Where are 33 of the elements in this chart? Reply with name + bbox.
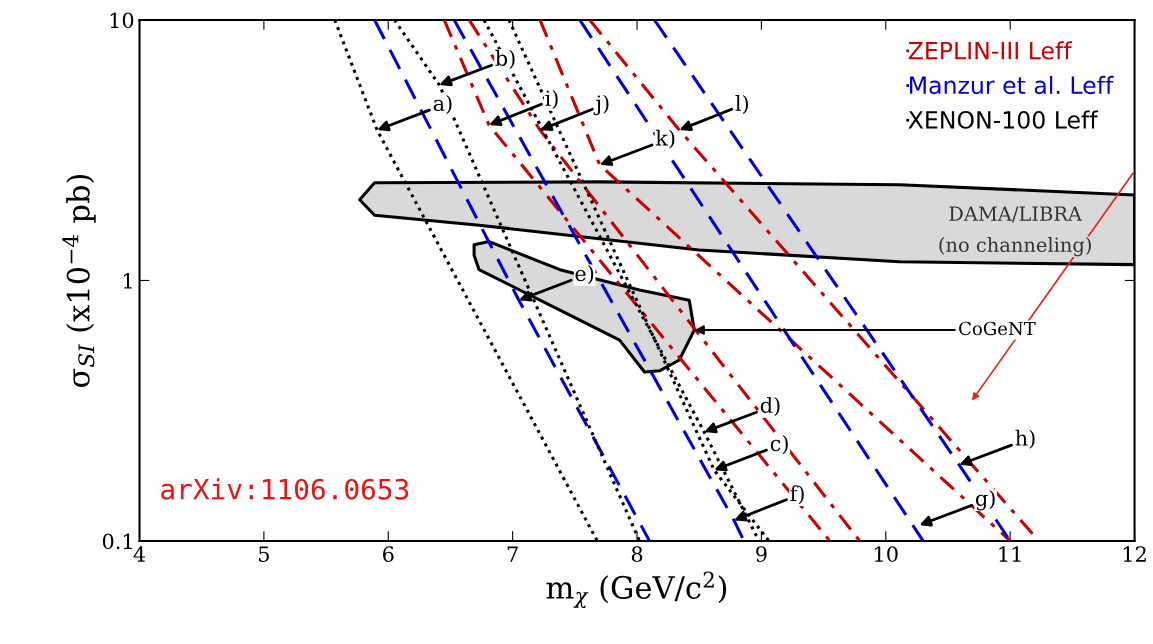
y-axis-title: σ$_{SI}$ (x10$^{−4}$ pb) <box>62 174 96 388</box>
x-axis-title: m$_{χ}$ (GeV/c$^{2}$) <box>546 571 727 609</box>
y-tick-label: 0.1 <box>102 533 132 550</box>
annotation: f) <box>790 485 804 505</box>
x-tick-label: 4 <box>133 546 146 562</box>
annotation: CoGeNT <box>959 321 1036 336</box>
annotation: (no channeling) <box>939 237 1091 257</box>
annotation: DAMA/LIBRA <box>949 206 1083 223</box>
annotation: h) <box>1015 429 1035 449</box>
x-tick-label: 12 <box>1123 546 1146 562</box>
annotation: g) <box>975 489 995 511</box>
legend-label: ZEPLIN-III Leff <box>908 41 1073 60</box>
x-tick-label: 8 <box>631 546 643 562</box>
x-tick-label: 7 <box>507 546 518 562</box>
x-tick-label: 9 <box>756 546 767 562</box>
annotation: k) <box>655 129 675 149</box>
y-tick-label: 1 <box>123 272 132 289</box>
x-tick-label: 11 <box>999 546 1021 562</box>
annotation: b) <box>495 49 515 69</box>
annotation: a) <box>433 94 452 115</box>
x-tick-label: 6 <box>383 546 394 562</box>
annotation: j) <box>593 94 609 116</box>
annotation: arXiv:1106.0653 <box>161 478 409 500</box>
x-tick-label: 5 <box>259 546 269 562</box>
x-tick-label: 10 <box>875 546 898 562</box>
annotation: e) <box>575 265 594 285</box>
legend-label: XENON-100 Leff <box>908 110 1099 129</box>
y-tick-label: 10 <box>110 12 134 29</box>
annotation: d) <box>760 396 780 416</box>
annotation: l) <box>735 94 749 115</box>
annotation: c) <box>770 435 788 455</box>
annotation: i) <box>545 89 558 110</box>
legend-label: Manzur et al. Leff <box>910 75 1114 95</box>
